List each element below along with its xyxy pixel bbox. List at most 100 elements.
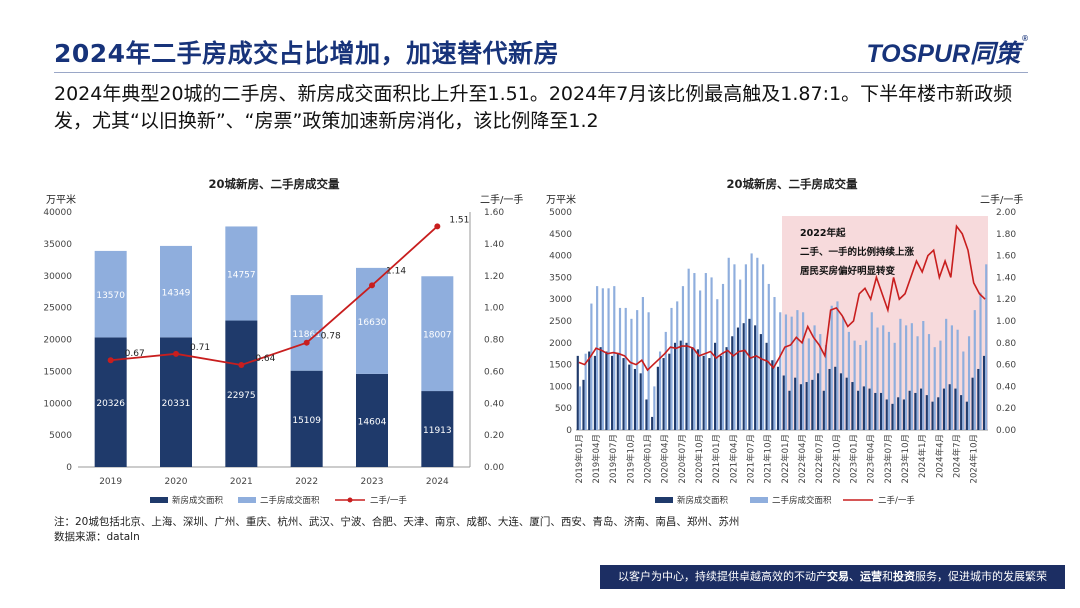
chart1-label-new: 14604 bbox=[358, 417, 387, 427]
chart1-ratio-point bbox=[434, 223, 441, 230]
chart2-bar-second bbox=[618, 307, 622, 430]
chart2-bar-second bbox=[630, 318, 633, 430]
chart2-bar-new bbox=[982, 355, 986, 430]
footer-text-1: 以客户为中心，持续提供卓越高效的不动产 bbox=[618, 570, 827, 583]
chart2-bar-second bbox=[847, 331, 850, 430]
chart2-bar-second bbox=[744, 264, 747, 430]
chart2-bar-second bbox=[979, 292, 982, 430]
chart2-bar-second bbox=[859, 344, 862, 430]
chart2-bar-new bbox=[651, 416, 654, 430]
chart1-ratio-label: 1.51 bbox=[449, 215, 469, 225]
chart2-x-tick: 2021年07月 bbox=[746, 434, 757, 483]
chart1-bar-new bbox=[290, 370, 323, 467]
chart2-bar-second bbox=[853, 340, 856, 430]
chart2-bar-second bbox=[830, 305, 833, 430]
chart1-bar-second bbox=[225, 226, 258, 321]
chart2-x-tick: 2022年07月 bbox=[814, 434, 825, 483]
chart2-bar-new bbox=[839, 373, 843, 430]
chart2-title: 20城新房、二手房成交量 bbox=[726, 177, 858, 191]
chart1-bar-new bbox=[356, 373, 388, 467]
chart2-bar-second bbox=[824, 344, 828, 430]
chart2-bar-second bbox=[699, 290, 702, 430]
chart1-left-tick: 25000 bbox=[43, 304, 72, 314]
logo-rest: SPUR同策 bbox=[900, 40, 1021, 68]
chart2-bar-new bbox=[662, 358, 665, 430]
chart2-bar-new bbox=[851, 382, 854, 430]
chart2-right-tick: 0.60 bbox=[996, 361, 1016, 371]
chart2-bar-new bbox=[765, 342, 768, 430]
chart2-left-tick: 4000 bbox=[549, 252, 572, 262]
chart2-bar-second bbox=[882, 325, 885, 430]
chart1-ratio-point bbox=[107, 357, 114, 364]
chart1-right-tick: 0.80 bbox=[484, 336, 504, 346]
chart2-x-tick: 2023年04月 bbox=[866, 434, 877, 483]
chart2-bar-second bbox=[784, 314, 788, 430]
chart1-bar-second bbox=[421, 276, 454, 392]
chart2-bar-second bbox=[985, 264, 988, 430]
chart2-bar-new bbox=[862, 386, 865, 430]
chart1-x-tick: 2020 bbox=[165, 477, 188, 487]
chart2-bar-new bbox=[857, 390, 860, 430]
chart2-bar-new bbox=[588, 351, 591, 430]
chart2-bar-second bbox=[601, 288, 604, 430]
chart2-bar-second bbox=[767, 283, 770, 430]
chart2-bar-new bbox=[622, 358, 625, 430]
title-divider bbox=[54, 72, 1028, 73]
chart2-x-tick: 2020年04月 bbox=[660, 434, 671, 483]
chart1-label-second: 18007 bbox=[423, 331, 452, 341]
chart1-right-tick: 1.20 bbox=[484, 272, 504, 282]
chart2-bar-second bbox=[796, 310, 799, 430]
chart2-bar-new bbox=[902, 399, 906, 430]
chart2-left-tick: 500 bbox=[555, 404, 572, 414]
chart2-bar-second bbox=[584, 353, 587, 430]
chart2-left-tick: 1000 bbox=[549, 382, 572, 392]
chart2-x-tick: 2024年1月 bbox=[917, 434, 928, 478]
logo-t: T bbox=[866, 40, 882, 68]
chart2-x-tick: 2021年04月 bbox=[728, 434, 739, 483]
chart1-label-new: 11913 bbox=[423, 426, 452, 436]
chart2-x-tick: 2020年07月 bbox=[677, 434, 688, 483]
chart2-bar-new bbox=[696, 349, 700, 430]
chart1-left-tick: 30000 bbox=[43, 272, 72, 282]
chart2-bar-new bbox=[948, 384, 951, 430]
chart2-x-tick: 2019年01月 bbox=[574, 434, 585, 483]
chart1-bar-new bbox=[160, 337, 192, 467]
chart2-bar-second bbox=[716, 299, 719, 430]
chart2-left-tick: 3000 bbox=[549, 295, 572, 305]
chart2-bar-new bbox=[633, 368, 637, 430]
chart2-bar-second bbox=[893, 342, 896, 430]
chart2-bar-second bbox=[704, 273, 707, 430]
chart2-x-tick: 2024年7月 bbox=[952, 434, 963, 478]
chart2-bar-new bbox=[576, 355, 579, 430]
chart1-right-tick: 1.00 bbox=[484, 304, 504, 314]
chart2-bar-second bbox=[613, 286, 616, 430]
chart1-left-unit: 万平米 bbox=[46, 193, 76, 206]
chart2-bar-second bbox=[733, 264, 736, 430]
chart2-bar-new bbox=[885, 399, 888, 430]
chart2-bar-second bbox=[864, 340, 868, 430]
chart2-bar-new bbox=[673, 342, 677, 430]
chart2-bar-new bbox=[971, 377, 974, 430]
chart2-bar-second bbox=[607, 288, 610, 430]
chart2-bar-second bbox=[761, 264, 765, 430]
chart1-label-second: 14349 bbox=[162, 289, 191, 299]
chart2-bar-new bbox=[771, 360, 774, 430]
chart2-x-tick: 2022年10月 bbox=[831, 434, 842, 483]
chart2-bar-second bbox=[899, 318, 902, 430]
chart1-right-tick: 0.00 bbox=[484, 463, 504, 473]
footer-bold-trade: 交易 bbox=[827, 570, 849, 583]
chart2-bar-new bbox=[725, 347, 728, 430]
chart1-title: 20城新房、二手房成交量 bbox=[208, 177, 340, 191]
logo-o: O bbox=[881, 40, 901, 68]
chart2-bar-new bbox=[776, 366, 780, 430]
chart2-bar-second bbox=[836, 301, 839, 430]
chart2-bar-new bbox=[977, 368, 980, 430]
chart1-left-tick: 5000 bbox=[49, 431, 72, 441]
chart2-bar-new bbox=[868, 388, 871, 430]
chart2-bar-second bbox=[819, 334, 822, 430]
chart2-bar-second bbox=[933, 347, 936, 430]
chart2-right-tick: 1.40 bbox=[996, 273, 1016, 283]
chart2-left-tick: 5000 bbox=[549, 208, 572, 218]
chart2-x-tick: 2022年01月 bbox=[780, 434, 791, 483]
chart2-bar-new bbox=[702, 355, 705, 430]
